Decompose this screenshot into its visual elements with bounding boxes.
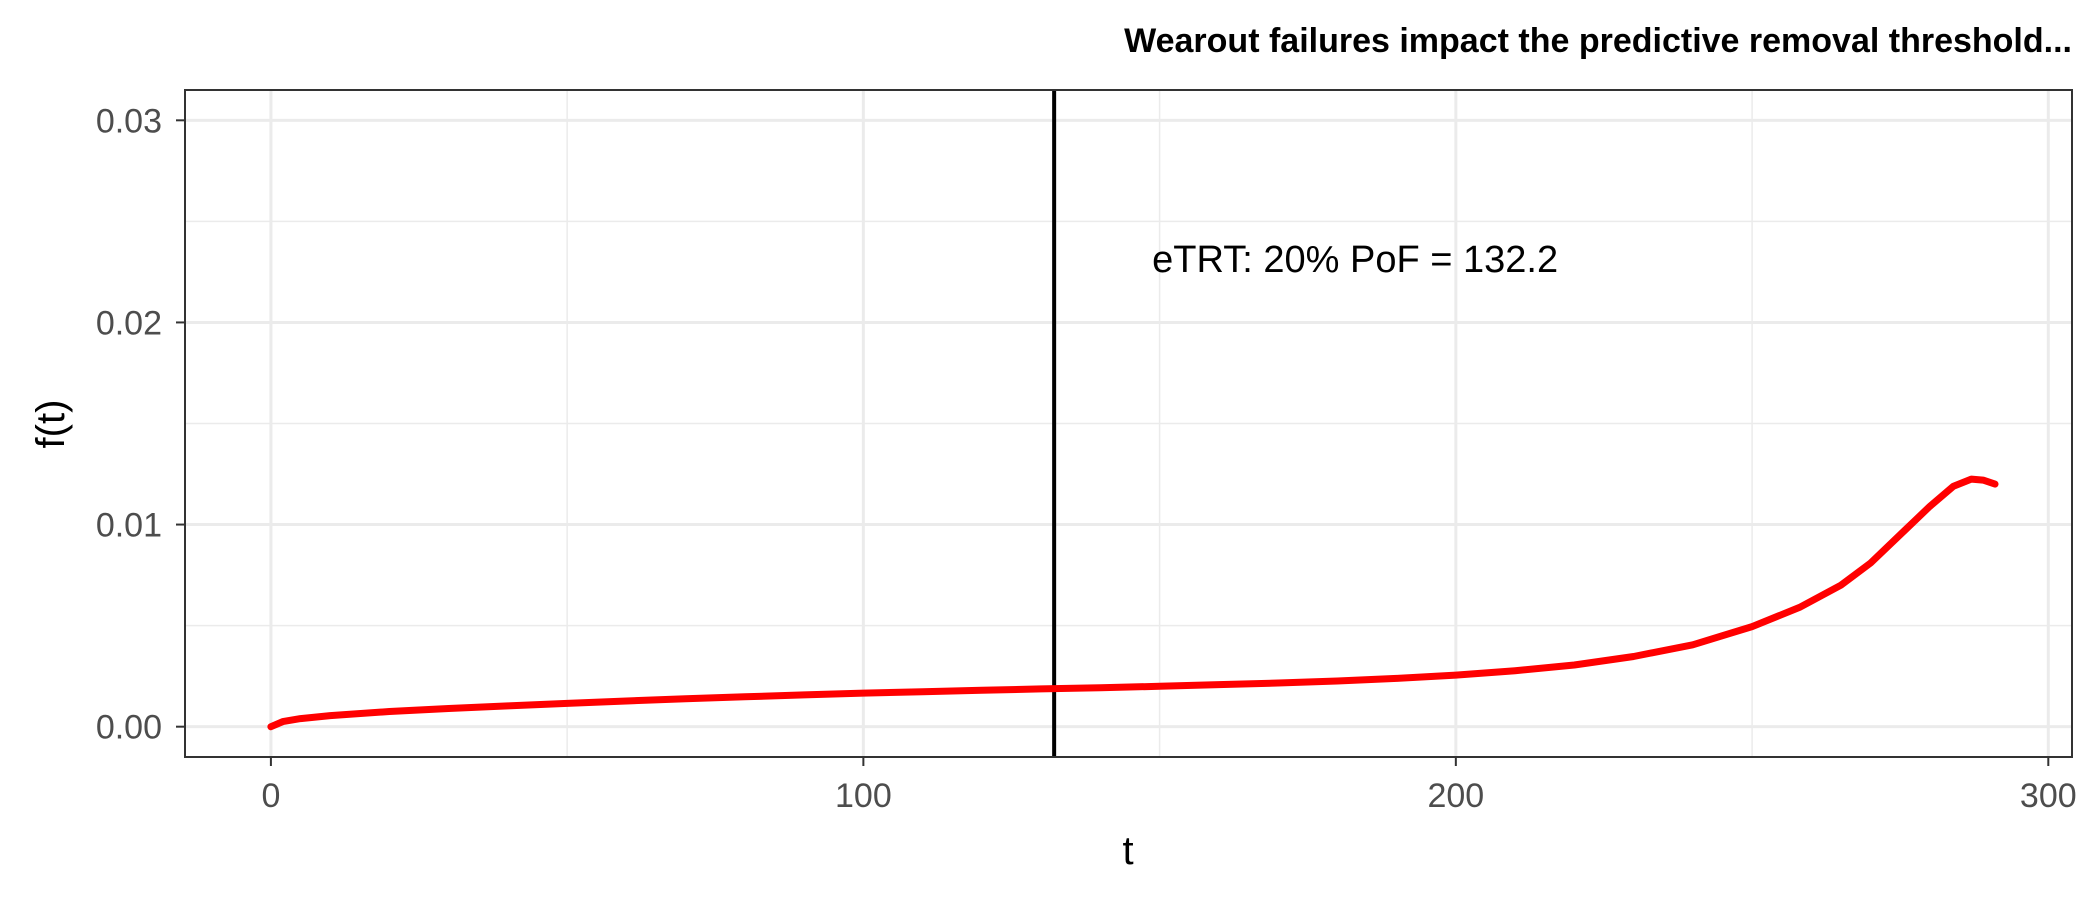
chart-title: Wearout failures impact the predictive r… [1124, 22, 2072, 60]
y-axis: 0.00 0.01 0.02 0.03 [96, 102, 185, 747]
grid-major [185, 90, 2072, 757]
x-axis: 0 100 200 300 [261, 757, 2077, 815]
density-curve [267, 475, 1999, 731]
x-tick-label: 200 [1427, 777, 1484, 815]
y-tick-label: 0.00 [96, 709, 162, 747]
x-tick-label: 0 [261, 777, 280, 815]
threshold-annotation: eTRT: 20% PoF = 132.2 [1152, 239, 1558, 281]
y-tick-label: 0.01 [96, 507, 162, 545]
series-layer: eTRT: 20% PoF = 132.2 [267, 90, 1999, 757]
x-axis-label: t [1122, 829, 1133, 873]
x-tick-label: 300 [2020, 777, 2077, 815]
grid-minor [185, 90, 2072, 757]
plot-panel-border [184, 89, 2073, 758]
x-tick-label: 100 [835, 777, 892, 815]
y-axis-label: f(t) [29, 400, 73, 449]
y-tick-label: 0.02 [96, 304, 162, 342]
y-tick-label: 0.03 [96, 102, 162, 140]
